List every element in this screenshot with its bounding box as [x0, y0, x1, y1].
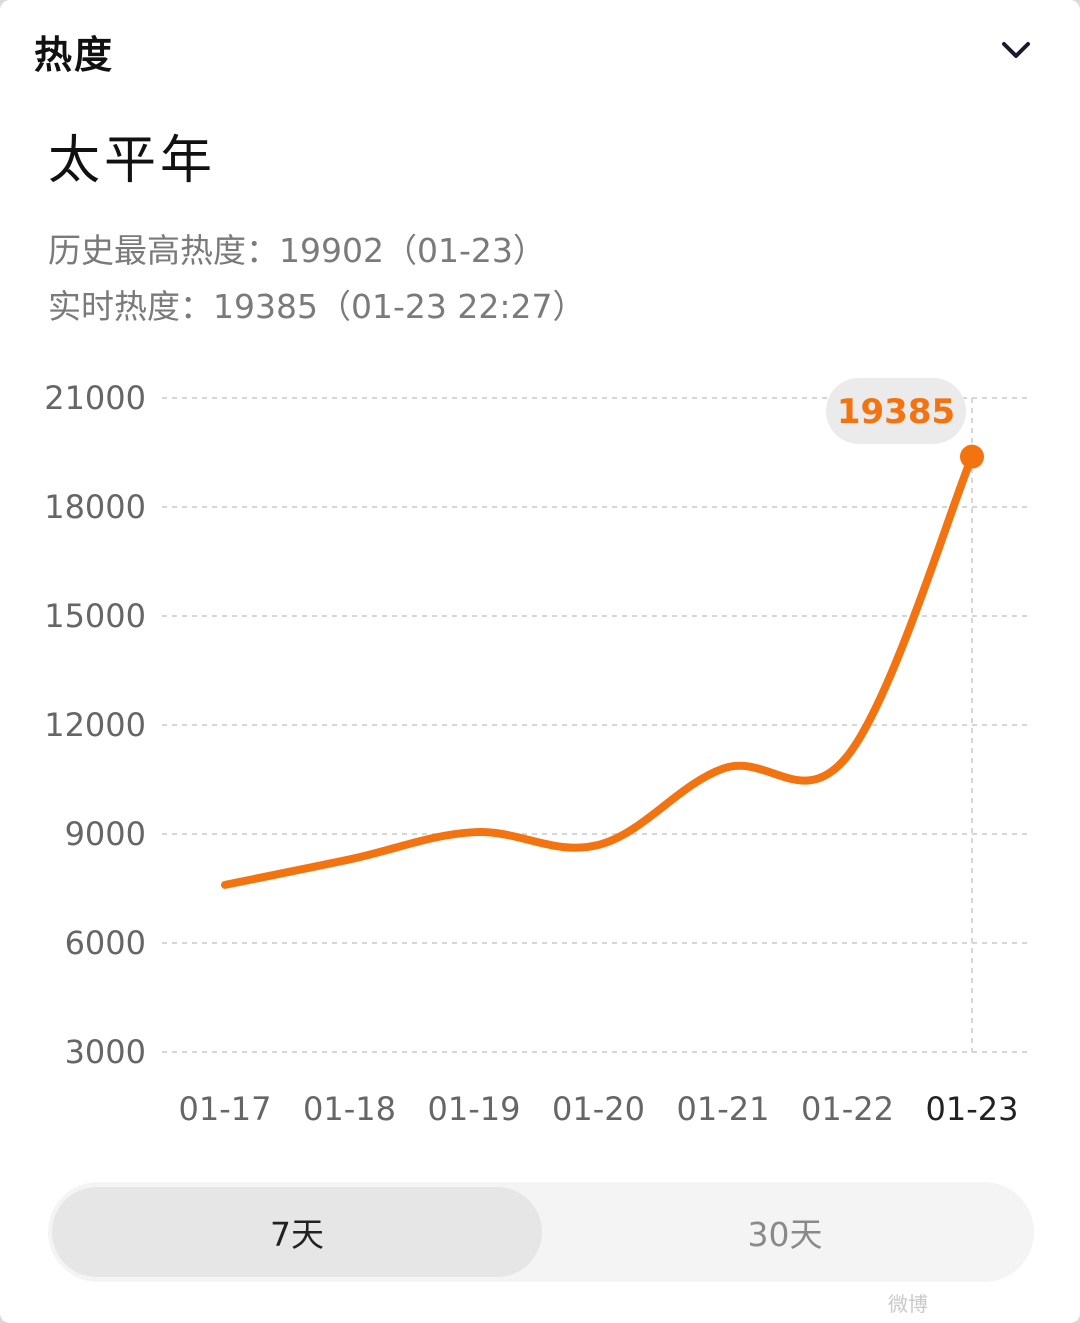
y-tick-label: 6000: [65, 924, 146, 962]
highlight-point: [960, 444, 984, 469]
y-tick-label: 9000: [65, 815, 146, 853]
y-tick-label: 18000: [44, 488, 146, 526]
x-tick-label: 01-18: [303, 1090, 396, 1128]
x-tick-label: 01-23: [926, 1090, 1019, 1128]
chevron-down-icon[interactable]: [996, 30, 1036, 70]
watermark: 微博: [888, 1292, 928, 1316]
x-tick-label: 01-21: [677, 1090, 770, 1128]
y-tick-label: 15000: [44, 597, 146, 635]
section-title: 热度: [34, 33, 115, 77]
x-tick-label: 01-22: [801, 1090, 894, 1128]
value-tooltip-label: 19385: [837, 392, 955, 432]
topic-title: 太平年: [48, 131, 217, 191]
tab-30-days[interactable]: 30天: [747, 1215, 823, 1254]
tab-7-days[interactable]: 7天: [52, 1187, 542, 1277]
y-tick-label: 21000: [44, 379, 146, 417]
x-tick-label: 01-20: [552, 1090, 645, 1128]
peak-heat-text: 历史最高热度：19902（01-23）: [48, 231, 546, 270]
series-line: [221, 452, 976, 889]
y-tick-label: 3000: [65, 1033, 146, 1071]
range-tabs: 7天 30天: [48, 1182, 1034, 1282]
x-tick-label: 01-17: [179, 1090, 272, 1128]
value-tooltip: [826, 378, 966, 444]
realtime-heat-text: 实时热度：19385（01-23 22:27）: [48, 287, 586, 326]
y-tick-label: 12000: [44, 706, 146, 744]
heat-line-chart: 21000 18000 15000 12000 9000 6000 3000 01-17 01-…: [44, 378, 1032, 1128]
x-tick-label: 01-19: [428, 1090, 521, 1128]
